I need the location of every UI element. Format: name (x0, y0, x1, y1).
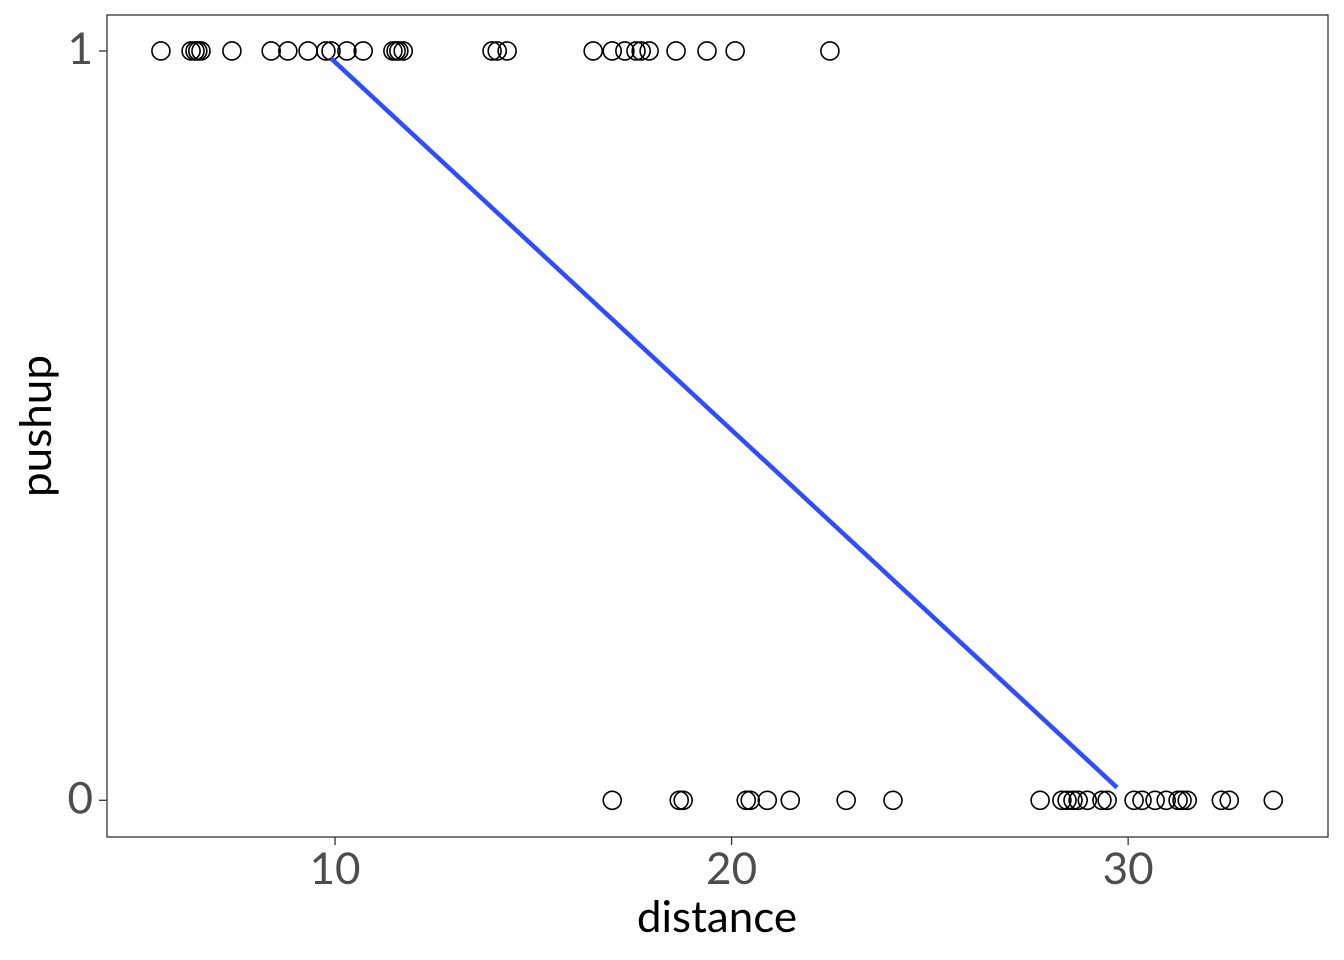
point (1211, 790, 1232, 811)
x-tick-label: 10 (309, 842, 360, 894)
point (780, 790, 801, 811)
point (883, 790, 903, 811)
point (1219, 790, 1240, 811)
point (222, 41, 242, 61)
point (757, 790, 778, 811)
point (1172, 790, 1192, 811)
point (1030, 790, 1050, 811)
point (836, 790, 856, 811)
point (353, 41, 373, 61)
point (1063, 790, 1083, 811)
point (482, 41, 502, 61)
point (1097, 790, 1117, 811)
point (673, 790, 693, 811)
point (1077, 790, 1098, 811)
point (393, 41, 414, 61)
point (487, 41, 508, 61)
panel-border (106, 14, 1329, 838)
x-tick-label: 20 (706, 842, 757, 894)
point (626, 41, 646, 61)
point (1177, 790, 1198, 811)
point (278, 41, 298, 61)
point (181, 41, 201, 61)
point (389, 41, 409, 61)
fit-line (329, 56, 1119, 790)
point (602, 790, 623, 811)
point (1145, 790, 1165, 811)
point (697, 41, 717, 61)
point (736, 790, 757, 811)
point (631, 41, 651, 61)
point (602, 41, 623, 61)
point (1068, 790, 1088, 811)
point (583, 41, 603, 61)
x-tick-label: 30 (1103, 842, 1154, 894)
point (151, 41, 171, 61)
point (1263, 790, 1284, 811)
point (639, 41, 659, 61)
y-axis-label: pushup (9, 355, 61, 497)
point (666, 41, 686, 61)
point (725, 41, 745, 61)
point (820, 41, 840, 61)
point (1092, 790, 1112, 811)
y-tick-label: 0 (67, 771, 93, 823)
point (497, 41, 517, 61)
point (191, 41, 211, 61)
point (1052, 790, 1072, 811)
point (1057, 790, 1077, 811)
point (615, 41, 635, 61)
point (669, 790, 690, 811)
point (1156, 790, 1177, 811)
point (740, 790, 761, 811)
point (261, 41, 281, 61)
point (1168, 790, 1188, 811)
point (337, 41, 357, 61)
point (316, 41, 336, 61)
x-axis-label: distance (637, 890, 797, 942)
y-tick-label: 1 (67, 22, 93, 74)
point (1132, 790, 1152, 811)
point (1124, 790, 1144, 811)
